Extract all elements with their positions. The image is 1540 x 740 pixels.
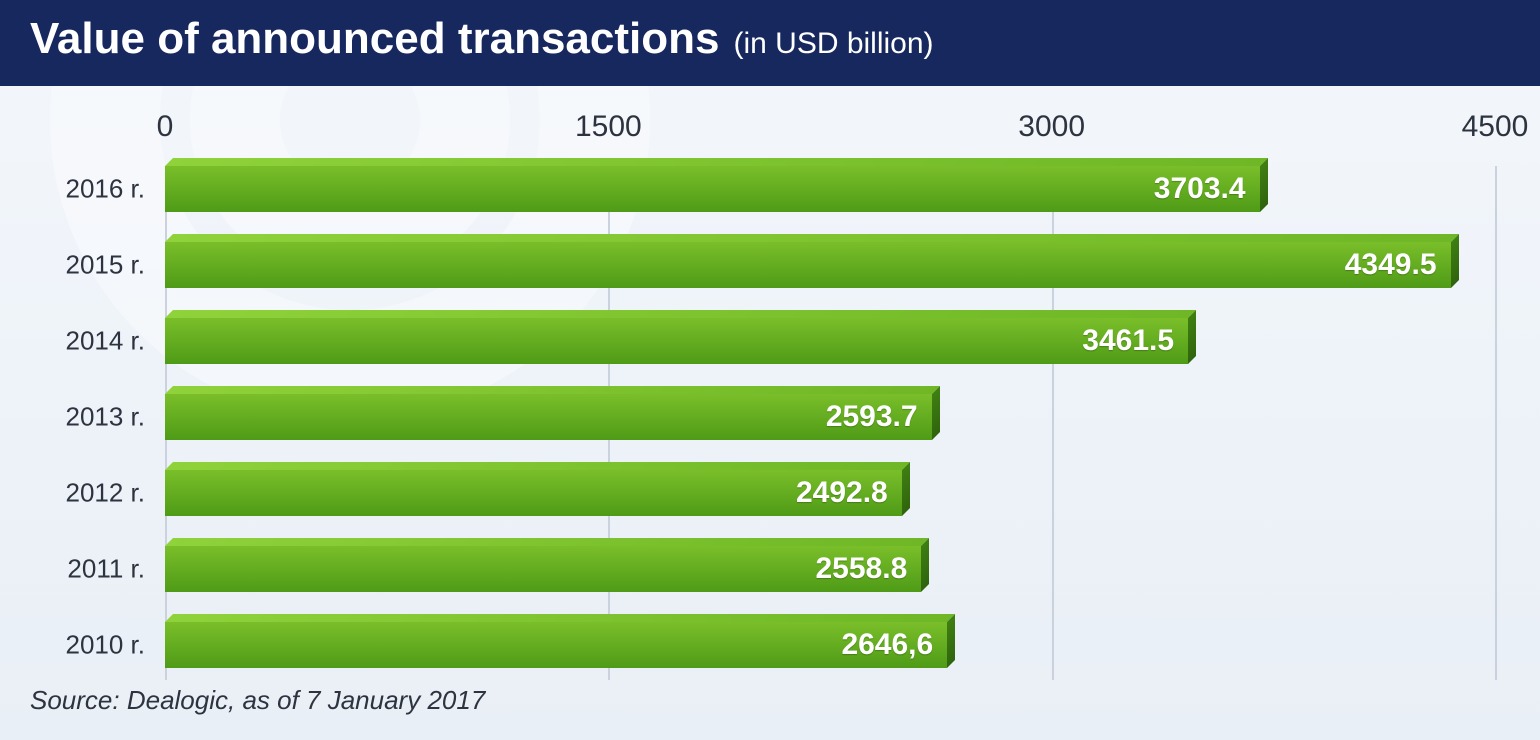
chart-header: Value of announced transactions (in USD … <box>0 0 1540 86</box>
category-label: 2013 r. <box>65 402 165 433</box>
bar-value-label: 3461.5 <box>1082 324 1174 358</box>
category-label: 2010 r. <box>65 630 165 661</box>
gridline <box>1495 166 1497 680</box>
chart-canvas: Value of announced transactions (in USD … <box>0 0 1540 740</box>
bar-value-label: 4349.5 <box>1345 248 1437 282</box>
bar: 3461.5 <box>165 318 1188 364</box>
bar-value-label: 2492.8 <box>796 476 888 510</box>
category-label: 2012 r. <box>65 478 165 509</box>
bar-value-label: 3703.4 <box>1154 172 1246 206</box>
bar: 2558.8 <box>165 546 921 592</box>
x-axis-tick-label: 3000 <box>1018 110 1085 144</box>
category-label: 2015 r. <box>65 250 165 281</box>
bar: 2492.8 <box>165 470 902 516</box>
category-label: 2016 r. <box>65 174 165 205</box>
chart-title-main: Value of announced transactions <box>30 14 719 64</box>
x-axis-tick-label: 0 <box>157 110 174 144</box>
chart-title-sub: (in USD billion) <box>733 27 933 61</box>
category-label: 2011 r. <box>67 554 165 585</box>
x-axis-tick-label: 4500 <box>1462 110 1529 144</box>
bar-value-label: 2646,6 <box>841 628 933 662</box>
chart-source: Source: Dealogic, as of 7 January 2017 <box>30 685 485 716</box>
bar: 4349.5 <box>165 242 1451 288</box>
bar-value-label: 2593.7 <box>826 400 918 434</box>
bar: 2593.7 <box>165 394 932 440</box>
chart-plot-area: 01500300045002016 r.3703.42015 r.4349.52… <box>165 110 1495 698</box>
x-axis-tick-label: 1500 <box>575 110 642 144</box>
bar-value-label: 2558.8 <box>816 552 908 586</box>
bar: 3703.4 <box>165 166 1260 212</box>
category-label: 2014 r. <box>65 326 165 357</box>
bar: 2646,6 <box>165 622 947 668</box>
